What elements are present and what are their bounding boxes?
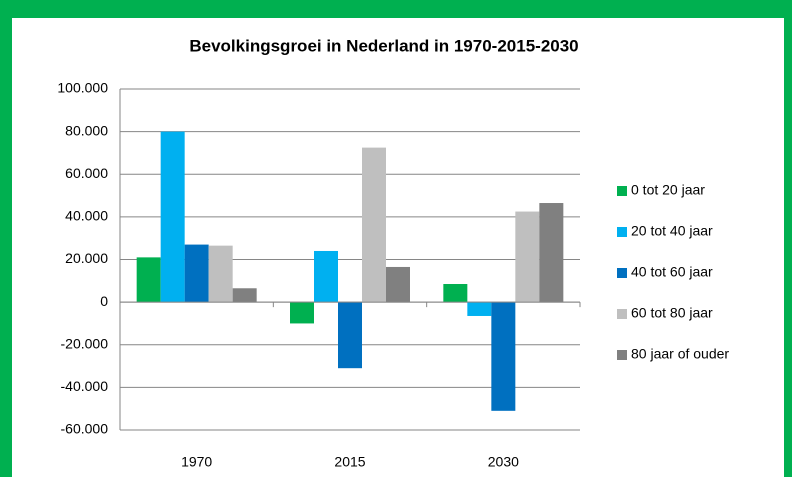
- bar: [136, 257, 161, 303]
- x-tick-label: 1970: [181, 454, 212, 470]
- bar: [208, 245, 233, 303]
- bar: [184, 244, 209, 303]
- y-tick-label: 80.000: [65, 122, 108, 138]
- y-tick-label: 0: [100, 293, 108, 309]
- bar: [443, 284, 468, 303]
- y-tick-label: -40.000: [61, 378, 109, 394]
- x-tick-label: 2030: [488, 454, 519, 470]
- bar: [386, 266, 410, 303]
- y-tick-label: 40.000: [65, 208, 108, 224]
- bar: [290, 302, 314, 324]
- bar: [515, 211, 540, 303]
- bar: [491, 302, 516, 411]
- bar: [362, 147, 386, 303]
- y-tick-label: 20.000: [65, 250, 108, 266]
- bar: [467, 302, 492, 316]
- bar: [232, 288, 257, 303]
- chart-area: [12, 18, 784, 477]
- legend-swatch: [617, 227, 627, 237]
- bar: [338, 302, 362, 369]
- y-tick-label: 60.000: [65, 165, 108, 181]
- bar: [539, 203, 564, 303]
- y-tick-label: -20.000: [61, 335, 109, 351]
- legend-swatch: [617, 350, 627, 360]
- legend-label: 80 jaar of ouder: [631, 346, 729, 362]
- y-tick-label: 100.000: [57, 80, 108, 96]
- legend-label: 0 tot 20 jaar: [631, 182, 705, 198]
- x-tick-label: 2015: [334, 454, 365, 470]
- bar: [160, 131, 185, 303]
- legend-swatch: [617, 309, 627, 319]
- legend-label: 20 tot 40 jaar: [631, 223, 713, 239]
- bar: [314, 250, 338, 303]
- chart-title: Bevolkingsgroei in Nederland in 1970-201…: [189, 36, 578, 55]
- y-tick-label: -60.000: [61, 421, 109, 437]
- legend-label: 60 tot 80 jaar: [631, 305, 713, 321]
- legend-label: 40 tot 60 jaar: [631, 264, 713, 280]
- legend-swatch: [617, 186, 627, 196]
- legend-swatch: [617, 268, 627, 278]
